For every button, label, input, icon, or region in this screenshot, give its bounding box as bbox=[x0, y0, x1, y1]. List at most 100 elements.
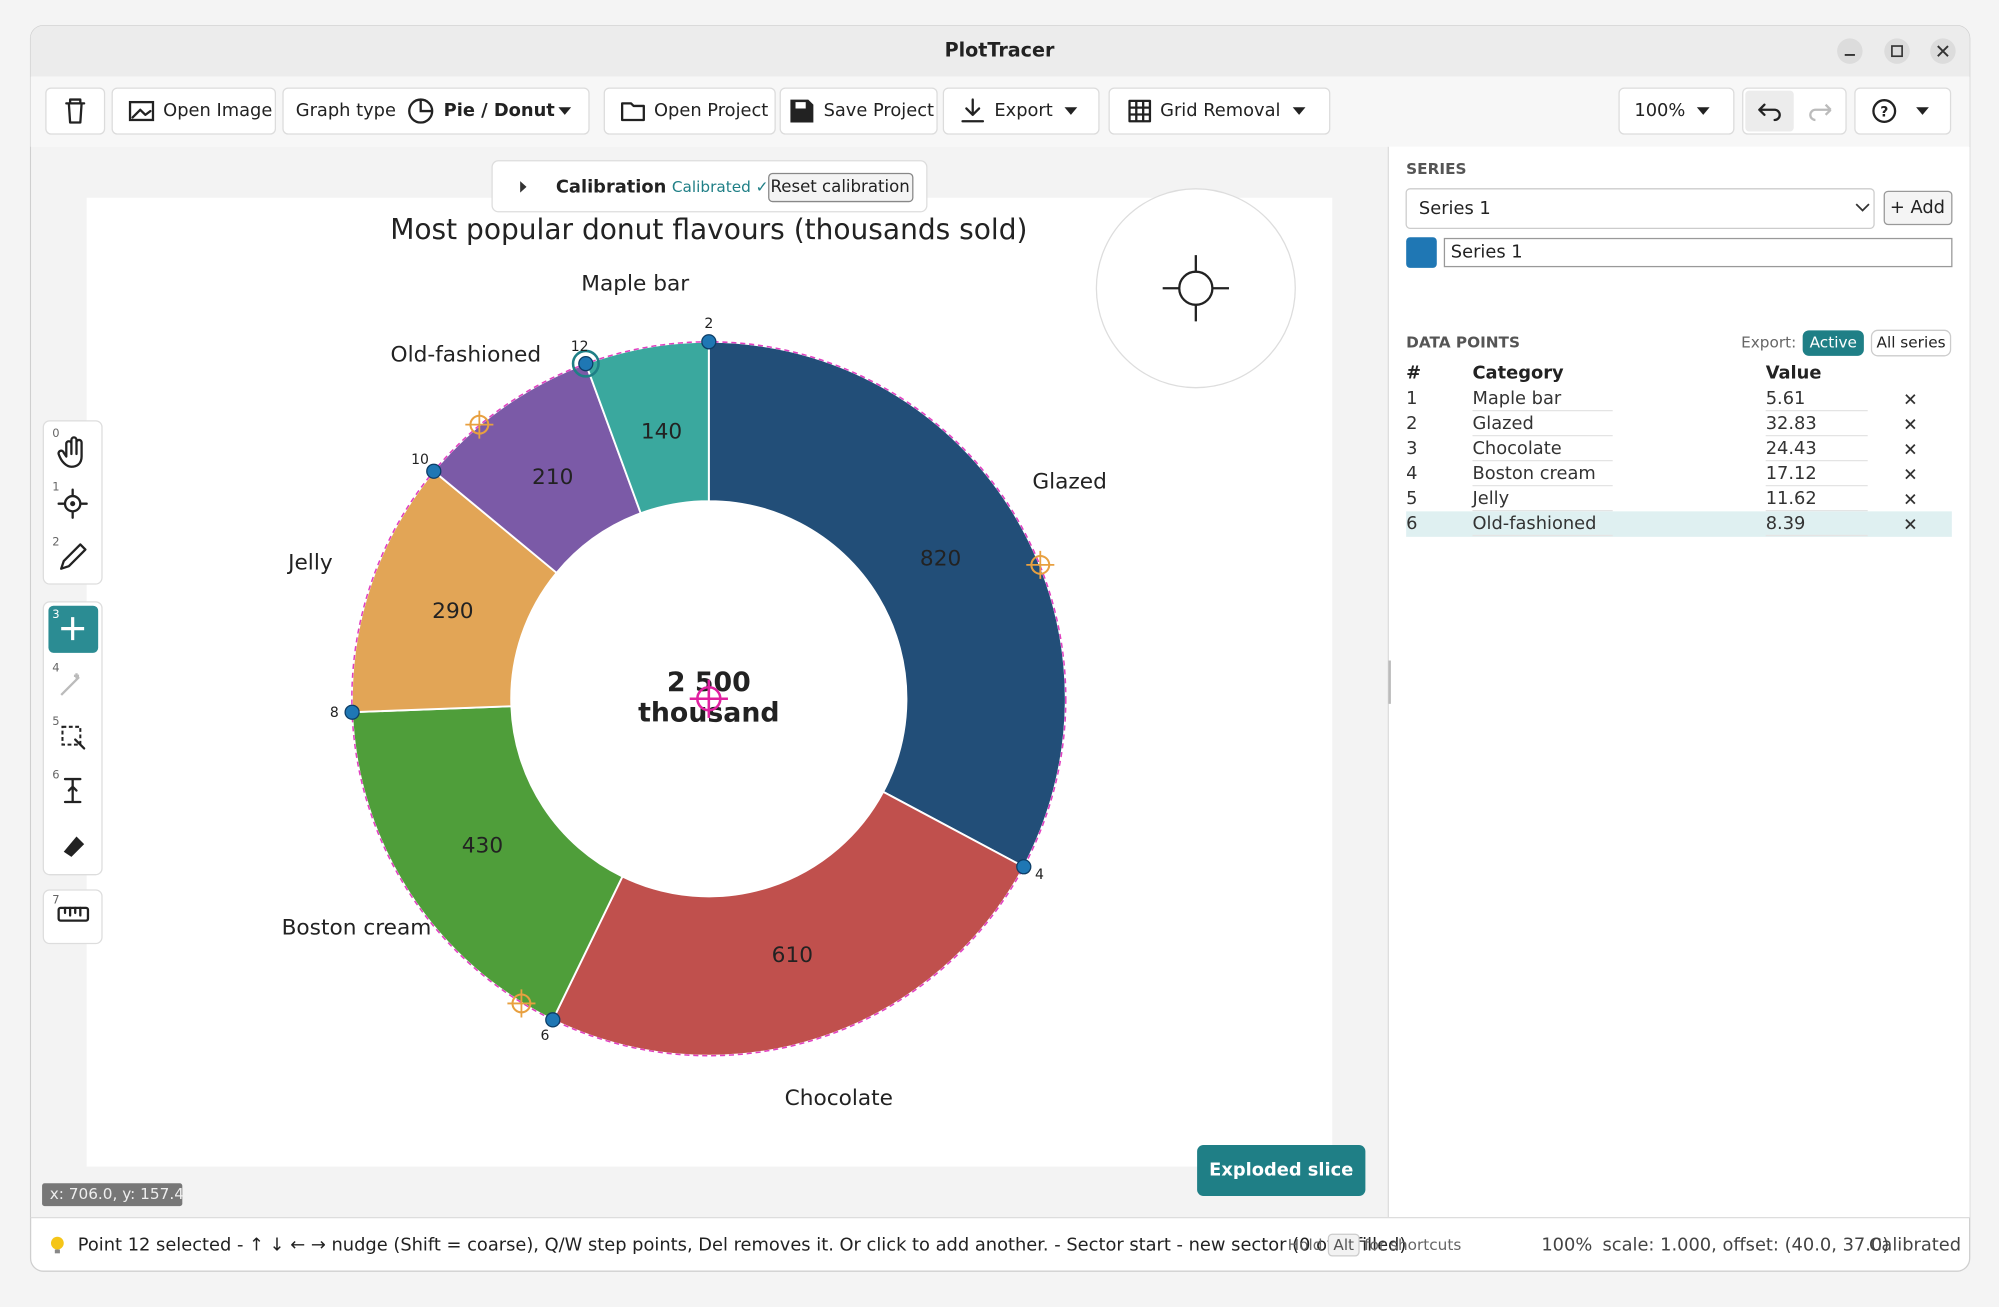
calibration-panel: Calibration Calibrated ✓ Reset calibrati… bbox=[491, 160, 928, 213]
grid-removal-button[interactable] bbox=[1108, 87, 1331, 135]
traced-point bbox=[344, 704, 360, 720]
point-number: 8 bbox=[330, 705, 339, 721]
exploded-slice-button[interactable] bbox=[1197, 1144, 1366, 1196]
row-value: 8.39 bbox=[1766, 513, 1806, 534]
title-bar bbox=[30, 25, 1970, 77]
graph-type-value: Pie / Donut bbox=[444, 100, 556, 121]
remove-row-button[interactable] bbox=[1905, 469, 1916, 480]
graph-type-label: Graph type bbox=[296, 100, 396, 121]
cursor-readout-bg bbox=[42, 1183, 183, 1207]
open-image-label: Open Image bbox=[163, 100, 272, 121]
zoom-value: 100% bbox=[1634, 100, 1685, 121]
calibration-status: Calibrated ✓ bbox=[672, 178, 769, 196]
data-points-heading: DATA POINTS bbox=[1406, 334, 1520, 352]
traced-point bbox=[578, 356, 594, 372]
sector-marker bbox=[465, 410, 494, 439]
export-active[interactable] bbox=[1802, 330, 1864, 356]
traced-point bbox=[426, 463, 442, 479]
tool-shortcut: 3 bbox=[52, 607, 59, 621]
tool-shortcut: 0 bbox=[52, 426, 59, 440]
point-number: 2 bbox=[704, 316, 713, 332]
help-button[interactable] bbox=[1854, 87, 1952, 135]
sector-marker bbox=[1026, 550, 1055, 579]
hint-suffix: for shortcuts bbox=[1364, 1236, 1461, 1254]
delete-button[interactable] bbox=[45, 87, 106, 135]
row-category: Glazed bbox=[1472, 413, 1533, 434]
row-category: Chocolate bbox=[1472, 438, 1561, 459]
selected-row bbox=[1406, 511, 1952, 537]
row-number: 3 bbox=[1406, 438, 1417, 459]
tool-shortcut: 1 bbox=[52, 480, 59, 494]
row-number: 1 bbox=[1406, 388, 1417, 409]
hint-prefix: Hold bbox=[1288, 1236, 1323, 1254]
open-image-button[interactable] bbox=[111, 87, 277, 135]
row-number: 4 bbox=[1406, 463, 1417, 484]
slice-value: 140 bbox=[641, 420, 682, 445]
slice-value: 290 bbox=[432, 599, 473, 624]
add-series-label: + Add bbox=[1890, 197, 1945, 218]
series-color[interactable] bbox=[1406, 237, 1437, 268]
remove-row-button[interactable] bbox=[1905, 394, 1916, 405]
row-number: 5 bbox=[1406, 488, 1417, 509]
tool-shortcut: 6 bbox=[52, 768, 59, 782]
undo-button[interactable] bbox=[1745, 90, 1794, 132]
tool-shortcut: 5 bbox=[52, 714, 59, 728]
remove-row-button[interactable] bbox=[1905, 419, 1916, 430]
open-project-button[interactable] bbox=[603, 87, 776, 135]
hint-key: Alt bbox=[1333, 1236, 1354, 1254]
row-value: 32.83 bbox=[1766, 413, 1817, 434]
column-header: Value bbox=[1766, 363, 1822, 384]
cursor-readout: x: 706.0, y: 157.4 bbox=[50, 1185, 184, 1203]
slice-label: Maple bar bbox=[581, 272, 689, 297]
row-value: 24.43 bbox=[1766, 438, 1817, 459]
tool-shortcut: 2 bbox=[52, 534, 59, 548]
slice-label: Chocolate bbox=[785, 1086, 893, 1111]
series-name: Series 1 bbox=[1451, 242, 1523, 263]
export-button[interactable] bbox=[942, 87, 1100, 135]
remove-row-button[interactable] bbox=[1905, 494, 1916, 505]
traced-point bbox=[1016, 859, 1032, 875]
slice-label: Boston cream bbox=[282, 916, 432, 941]
point-number: 12 bbox=[571, 339, 589, 355]
tool-palette: 0 1 2 3 4 5 6 7 bbox=[42, 420, 103, 945]
status-zoom: 100% bbox=[1541, 1235, 1592, 1256]
zoom-select[interactable] bbox=[1618, 87, 1735, 135]
tool-shortcut: 7 bbox=[52, 893, 59, 907]
row-value: 11.62 bbox=[1766, 488, 1817, 509]
row-category: Boston cream bbox=[1472, 463, 1595, 484]
status-calibration: Calibrated bbox=[1869, 1235, 1961, 1256]
side-panel bbox=[1388, 146, 1970, 1218]
window-controls bbox=[1837, 38, 1956, 64]
status-transform: scale: 1.000, offset: (40.0, 37.0) bbox=[1603, 1235, 1890, 1256]
redo-button[interactable] bbox=[1809, 103, 1832, 122]
reset-calibration-button[interactable] bbox=[768, 172, 914, 203]
export-label: Export: bbox=[1741, 334, 1796, 352]
slice-value: 430 bbox=[462, 833, 503, 858]
add-series-button[interactable] bbox=[1883, 190, 1953, 226]
row-category: Maple bar bbox=[1472, 388, 1561, 409]
remove-row-button[interactable] bbox=[1905, 519, 1916, 530]
row-value: 17.12 bbox=[1766, 463, 1817, 484]
traced-point bbox=[545, 1012, 561, 1028]
graph-type-group[interactable] bbox=[282, 87, 590, 135]
series-name-input[interactable] bbox=[1443, 237, 1953, 268]
save-project-button[interactable] bbox=[779, 87, 938, 135]
traced-point bbox=[701, 334, 717, 350]
row-category: Jelly bbox=[1471, 488, 1509, 509]
toolbar-buttons: Open Image Graph type Pie / Donut Open P… bbox=[45, 87, 1952, 135]
series-select[interactable] bbox=[1405, 188, 1875, 229]
magnifier bbox=[1095, 188, 1296, 389]
row-value: 5.61 bbox=[1766, 388, 1806, 409]
status-bar: Point 12 selected - ↑ ↓ ← → nudge (Shift… bbox=[30, 1216, 1970, 1257]
export-active-label: Active bbox=[1810, 334, 1857, 352]
export-label: Export bbox=[994, 100, 1052, 121]
export-all[interactable] bbox=[1870, 329, 1952, 357]
maximize[interactable] bbox=[1884, 38, 1910, 64]
data-points-section: DATA POINTS Export: Active All series # … bbox=[1406, 329, 1952, 537]
remove-row-button[interactable] bbox=[1905, 444, 1916, 455]
row-number: 2 bbox=[1406, 413, 1417, 434]
minimize[interactable] bbox=[1837, 38, 1863, 64]
selected-point-ring bbox=[571, 349, 600, 378]
slice-value: 610 bbox=[772, 943, 813, 968]
series-heading: SERIES bbox=[1406, 160, 1466, 178]
